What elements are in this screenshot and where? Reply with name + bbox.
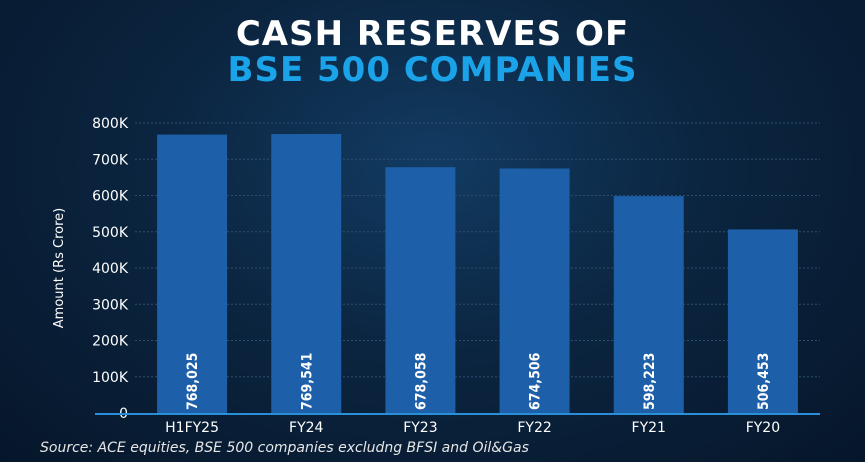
bar-value-label: 674,506 [528, 352, 544, 410]
x-tick-label: H1FY25 [165, 420, 219, 436]
y-tick-label: 200K [92, 334, 129, 350]
y-tick-label: 400K [92, 261, 129, 277]
bar [727, 229, 798, 413]
source-note: Source: ACE equities, BSE 500 companies … [40, 440, 529, 456]
bar-value-label: 769,541 [299, 353, 315, 410]
bar [271, 134, 342, 413]
y-axis-label: Amount (Rs Crore) [52, 208, 67, 328]
bar [499, 168, 570, 413]
y-tick-label: 600K [92, 189, 129, 205]
bar-value-label: 598,223 [642, 353, 658, 410]
bar [157, 134, 228, 413]
y-tick-label: 300K [92, 297, 129, 313]
y-tick-label: 100K [92, 370, 129, 386]
y-tick-label: 800K [92, 116, 129, 132]
x-tick-label: FY24 [289, 420, 324, 436]
x-tick-label: FY22 [517, 420, 551, 436]
bar [385, 167, 456, 413]
y-tick-label: 500K [92, 225, 129, 241]
x-tick-label: FY23 [403, 420, 437, 436]
bar-value-label: 678,058 [413, 353, 429, 410]
bar [613, 196, 684, 413]
x-tick-label: FY20 [746, 420, 780, 436]
bar-value-label: 768,025 [185, 353, 201, 410]
chart-title: CASH RESERVES OF [235, 14, 630, 54]
x-tick-label: FY21 [632, 420, 666, 436]
y-tick-label: 700K [92, 152, 129, 168]
chart-subtitle: BSE 500 COMPANIES [227, 50, 638, 90]
bar-value-label: 506,453 [756, 353, 772, 410]
